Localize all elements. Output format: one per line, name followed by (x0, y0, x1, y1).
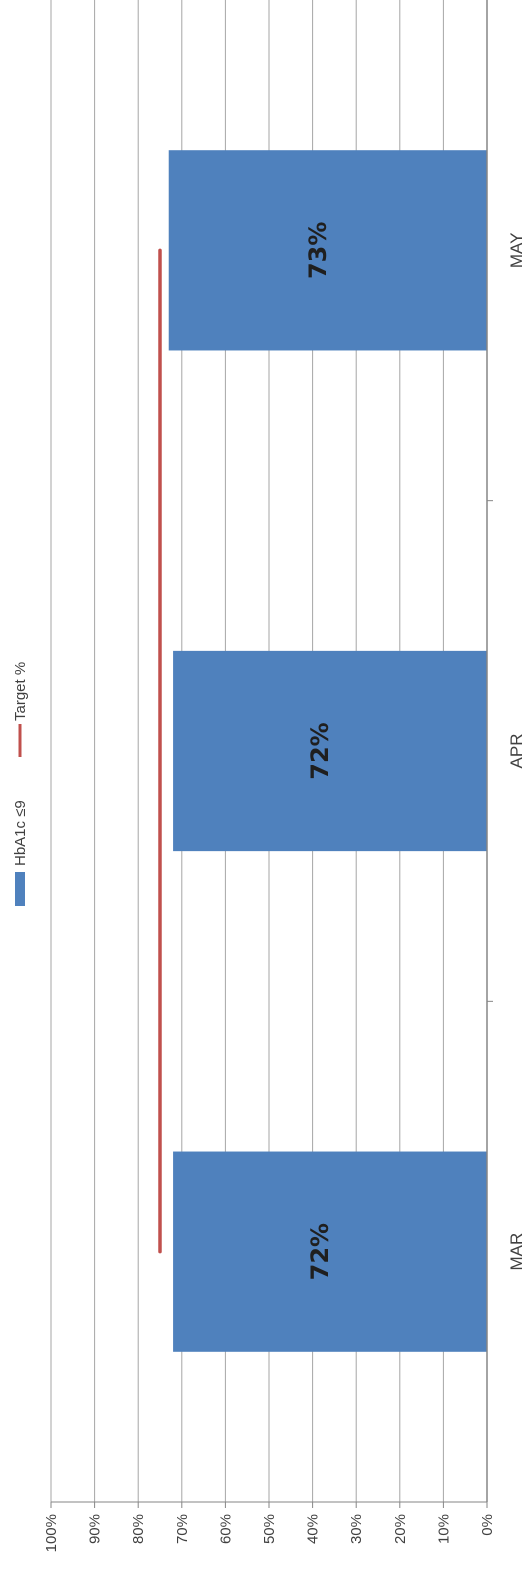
data-labels: 72% 72% 73% (304, 222, 334, 1281)
value-tick-label: 20% (392, 1514, 409, 1544)
category-label: MAR (507, 1233, 526, 1271)
value-tick-label: 30% (348, 1514, 365, 1544)
bar (168, 150, 487, 351)
value-tick-label: 40% (305, 1514, 322, 1544)
value-tick-label: 0% (479, 1514, 496, 1536)
value-axis-tick-labels: 0% 10% 20% 30% 40% 50% 60% 70% 80% 90% 100% (43, 1514, 496, 1552)
value-tick-label: 60% (217, 1514, 234, 1544)
category-label: MAY (507, 233, 526, 269)
value-tick-label: 100% (43, 1514, 60, 1552)
legend-label: Target % (12, 662, 29, 721)
category-axis-labels: MAR APR MAY (507, 233, 526, 1271)
legend-label: HbA1c ≤9 (12, 800, 29, 866)
data-label: 72% (306, 1223, 334, 1280)
category-label: APR (507, 734, 526, 769)
value-tick-label: 80% (130, 1514, 147, 1544)
legend: HbA1c ≤9 Target % (12, 662, 29, 906)
bar (173, 650, 487, 852)
value-tick-label: 70% (174, 1514, 191, 1544)
legend-swatch-bar (15, 872, 25, 906)
data-label: 72% (306, 722, 334, 779)
bar-series (168, 150, 487, 1352)
value-tick-label: 90% (87, 1514, 104, 1544)
bar (173, 1151, 487, 1352)
value-tick-label: 50% (261, 1514, 278, 1544)
data-label: 73% (304, 222, 332, 279)
axes (50, 0, 493, 1508)
value-tick-label: 10% (435, 1514, 452, 1544)
